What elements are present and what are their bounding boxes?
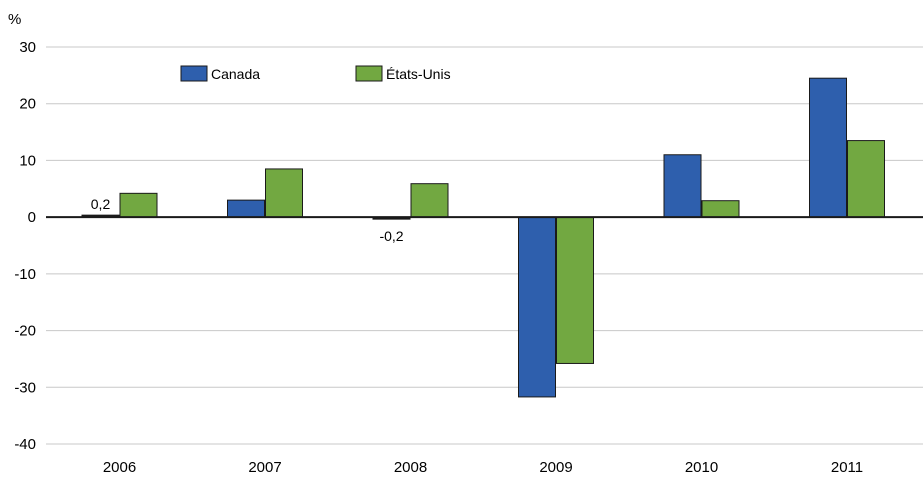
- y-axis-unit-label: %: [8, 11, 21, 28]
- y-axis-ticks: -40 -30 -20 -10 0 10 20 30: [14, 39, 36, 453]
- bar-tatsunis-2011: [847, 140, 885, 218]
- gridlines: [46, 46, 923, 445]
- y-tick-label: -40: [14, 436, 36, 453]
- y-tick-label: 30: [19, 39, 36, 56]
- y-tick-label: 0: [28, 209, 36, 226]
- bar-canada-2009: [518, 216, 556, 398]
- data-label: 0,2: [91, 196, 111, 212]
- data-labels: 0,2 -0,2: [91, 196, 404, 244]
- y-tick-label: -30: [14, 379, 36, 396]
- y-tick-label: 10: [19, 152, 36, 169]
- data-label: -0,2: [379, 228, 403, 244]
- legend: Canada États-Unis: [180, 65, 451, 82]
- y-tick-label: -10: [14, 266, 36, 283]
- x-tick-label: 2007: [248, 459, 281, 476]
- bar-tatsunis-2010: [701, 200, 740, 218]
- bar-tatsunis-2006: [119, 192, 158, 218]
- x-tick-label: 2010: [685, 459, 718, 476]
- x-tick-label: 2008: [394, 459, 427, 476]
- bar-tatsunis-2009: [556, 216, 594, 364]
- x-tick-label: 2009: [539, 459, 572, 476]
- legend-swatch-canada: [180, 65, 208, 82]
- bar-canada-2010: [663, 154, 702, 218]
- bars: [81, 77, 885, 398]
- legend-label-etats-unis: États-Unis: [386, 66, 451, 82]
- x-tick-label: 2006: [103, 459, 136, 476]
- bar-tatsunis-2008: [410, 183, 449, 218]
- x-tick-label: 2011: [831, 459, 863, 476]
- y-tick-label: -20: [14, 323, 36, 340]
- bar-tatsunis-2007: [265, 168, 303, 218]
- y-tick-label: 20: [19, 96, 36, 113]
- bar-canada-2011: [809, 77, 847, 218]
- legend-swatch-etats-unis: [355, 65, 383, 82]
- bar-canada-2007: [227, 199, 265, 218]
- legend-label-canada: Canada: [211, 66, 260, 82]
- x-axis-ticks: 2006 2007 2008 2009 2010 2011: [103, 459, 863, 476]
